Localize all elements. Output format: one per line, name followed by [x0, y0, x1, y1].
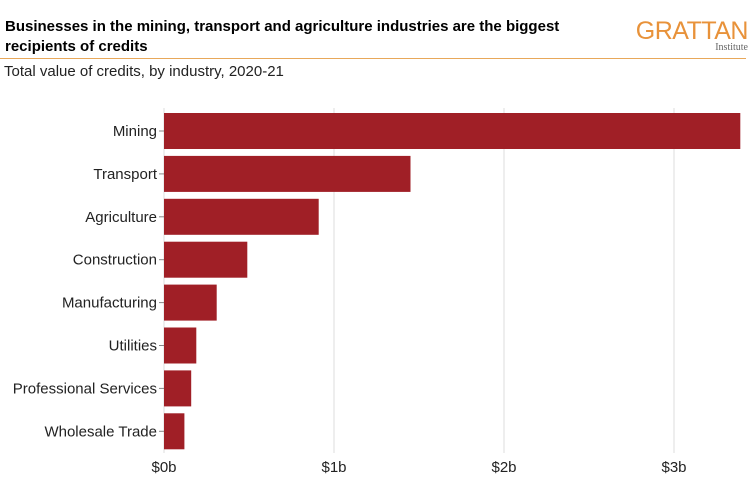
bar	[164, 327, 197, 364]
y-tick-label: Transport	[93, 166, 157, 183]
chart-subtitle: Total value of credits, by industry, 202…	[4, 63, 284, 80]
y-tick-label: Mining	[113, 123, 157, 140]
x-tick-label: $1b	[321, 459, 346, 476]
x-tick-label: $3b	[661, 459, 686, 476]
header-divider	[0, 58, 746, 59]
bar	[164, 413, 185, 450]
logo-wordmark: GRATTAN	[635, 17, 749, 45]
y-tick-label: Utilities	[109, 338, 157, 355]
grattan-logo: GRATTAN Institute	[635, 17, 749, 54]
y-tick-label: Construction	[73, 252, 157, 269]
x-tick-label: $0b	[151, 459, 176, 476]
y-tick-label: Agriculture	[85, 209, 157, 226]
bar	[164, 155, 411, 192]
y-tick-label: Wholesale Trade	[44, 423, 157, 440]
bar	[164, 113, 741, 149]
bar	[164, 370, 192, 407]
x-tick-label: $2b	[491, 459, 516, 476]
chart-title: Businesses in the mining, transport and …	[5, 18, 560, 55]
y-tick-label: Professional Services	[13, 380, 157, 397]
bar	[164, 284, 217, 321]
bar	[164, 241, 248, 278]
logo-subtext: Institute	[715, 42, 748, 53]
y-tick-label: Manufacturing	[62, 295, 157, 312]
bar	[164, 198, 319, 235]
